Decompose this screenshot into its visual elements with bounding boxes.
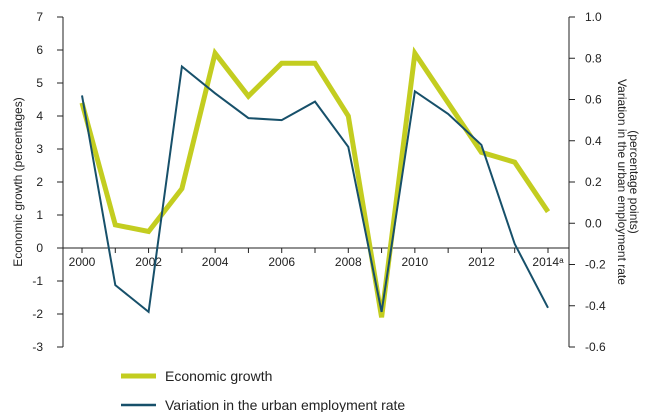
x-axis-tick-label: 2014ᵃ bbox=[532, 255, 564, 269]
x-axis-tick-label: 2010 bbox=[402, 255, 429, 269]
series-line-economic-growth bbox=[79, 46, 551, 318]
left-axis-tick-label: 5 bbox=[36, 76, 43, 90]
left-axis-tick-label: 3 bbox=[36, 142, 43, 156]
right-axis-tick-label: -0.2 bbox=[585, 258, 606, 272]
x-axis-tick-label: 2000 bbox=[69, 255, 96, 269]
right-axis-title-line2: (percentage points) bbox=[627, 130, 641, 233]
legend-item-economic-growth: Economic growth bbox=[121, 368, 272, 384]
right-axis-tick-label: 1.0 bbox=[585, 10, 602, 24]
left-axis-tick-label: -3 bbox=[32, 340, 43, 354]
right-axis-tick-label: -0.6 bbox=[585, 340, 606, 354]
x-axis-tick-label: 2004 bbox=[202, 255, 229, 269]
x-axis-tick-label: 2012 bbox=[468, 255, 495, 269]
right-axis-tick-label: 0.8 bbox=[585, 51, 602, 65]
x-axis-tick-label: 2006 bbox=[268, 255, 295, 269]
legend-label-urban-employment: Variation in the urban employment rate bbox=[165, 397, 405, 412]
left-axis-title: Economic growth (percentages) bbox=[11, 97, 25, 266]
x-axis-tick-label: 2008 bbox=[335, 255, 362, 269]
left-axis-tick-label: -1 bbox=[32, 274, 43, 288]
right-axis-tick-label: 0.6 bbox=[585, 93, 602, 107]
left-axis-tick-label: 2 bbox=[36, 175, 43, 189]
series-line-urban-employment bbox=[81, 64, 549, 314]
right-axis-tick-label: 0.0 bbox=[585, 216, 602, 230]
legend: Economic growth Variation in the urban e… bbox=[121, 368, 405, 413]
legend-item-urban-employment: Variation in the urban employment rate bbox=[121, 397, 405, 413]
right-axis-title-line1: Variation in the urban employment rate bbox=[615, 79, 629, 285]
right-axis-tick-label: -0.4 bbox=[585, 299, 606, 313]
left-axis-tick-label: 4 bbox=[36, 109, 43, 123]
series-layer bbox=[79, 46, 551, 318]
left-axis-tick-label: 7 bbox=[36, 10, 43, 24]
right-axis-tick-label: 0.2 bbox=[585, 175, 602, 189]
left-axis-tick-label: 0 bbox=[36, 241, 43, 255]
right-axis-tick-label: 0.4 bbox=[585, 134, 602, 148]
left-axis-tick-label: 6 bbox=[36, 43, 43, 57]
axes-layer: 7 6 5 4 3 2 1 0 -1 -2 -3 1.0 0.8 0.6 0.4 0.2 0.0 -0.2 -0.4… bbox=[32, 10, 606, 354]
left-axis-tick-label: -2 bbox=[32, 307, 43, 321]
legend-label-economic-growth: Economic growth bbox=[165, 368, 272, 384]
left-axis-tick-label: 1 bbox=[36, 208, 43, 222]
x-axis-tick-label: 2002 bbox=[135, 255, 162, 269]
